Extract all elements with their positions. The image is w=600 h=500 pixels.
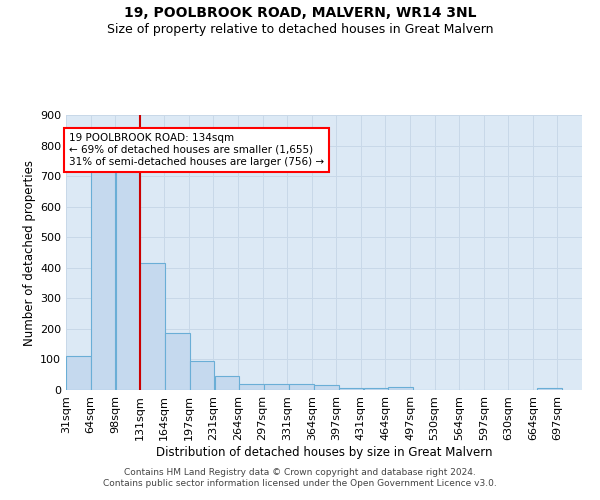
- Bar: [338, 388, 363, 390]
- Bar: [66, 356, 91, 390]
- Bar: [538, 388, 562, 390]
- Bar: [264, 384, 289, 390]
- Text: Size of property relative to detached houses in Great Malvern: Size of property relative to detached ho…: [107, 22, 493, 36]
- Bar: [91, 161, 115, 390]
- Text: 19 POOLBROOK ROAD: 134sqm
← 69% of detached houses are smaller (1,655)
31% of se: 19 POOLBROOK ROAD: 134sqm ← 69% of detac…: [69, 134, 324, 166]
- Bar: [140, 263, 165, 390]
- Bar: [165, 334, 190, 390]
- Bar: [289, 384, 314, 390]
- Text: 19, POOLBROOK ROAD, MALVERN, WR14 3NL: 19, POOLBROOK ROAD, MALVERN, WR14 3NL: [124, 6, 476, 20]
- Bar: [215, 376, 239, 390]
- X-axis label: Distribution of detached houses by size in Great Malvern: Distribution of detached houses by size …: [156, 446, 492, 458]
- Bar: [239, 384, 264, 390]
- Bar: [190, 361, 214, 390]
- Bar: [364, 388, 388, 390]
- Bar: [314, 386, 338, 390]
- Bar: [388, 387, 413, 390]
- Bar: [116, 161, 140, 390]
- Text: Contains HM Land Registry data © Crown copyright and database right 2024.
Contai: Contains HM Land Registry data © Crown c…: [103, 468, 497, 487]
- Y-axis label: Number of detached properties: Number of detached properties: [23, 160, 36, 346]
